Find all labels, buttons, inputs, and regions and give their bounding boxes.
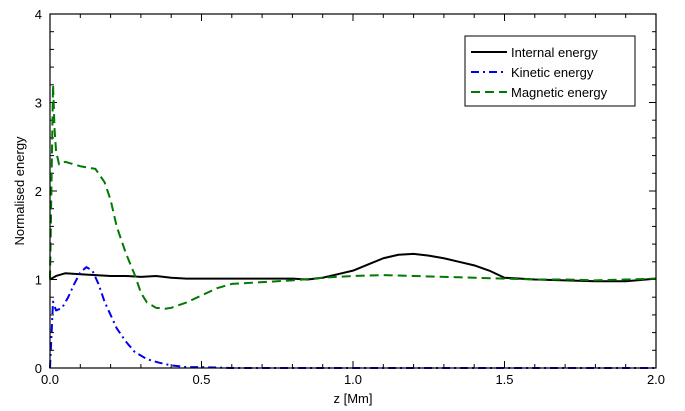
legend-label-1: Kinetic energy	[511, 65, 594, 80]
x-tick-label: 0.0	[41, 372, 59, 387]
series-line-0	[50, 254, 656, 281]
legend: Internal energy Kinetic energy Magnetic en…	[465, 36, 635, 106]
series-lines	[50, 85, 656, 368]
x-axis-label: z [Mm]	[334, 391, 373, 406]
x-tick-label: 2.0	[647, 372, 665, 387]
series-line-2	[50, 85, 656, 309]
y-tick-label: 4	[35, 7, 42, 22]
x-tick-label: 1.5	[495, 372, 513, 387]
legend-label-0: Internal energy	[511, 45, 598, 60]
y-tick-label: 0	[35, 361, 42, 376]
x-tick-label: 1.0	[344, 372, 362, 387]
y-tick-label: 3	[35, 96, 42, 111]
series-line-1	[50, 267, 656, 368]
x-tick-label: 0.5	[192, 372, 210, 387]
legend-label-2: Magnetic energy	[511, 85, 608, 100]
y-tick-label: 2	[35, 184, 42, 199]
y-axis-label: Normalised energy	[12, 136, 27, 246]
y-tick-label: 1	[35, 273, 42, 288]
